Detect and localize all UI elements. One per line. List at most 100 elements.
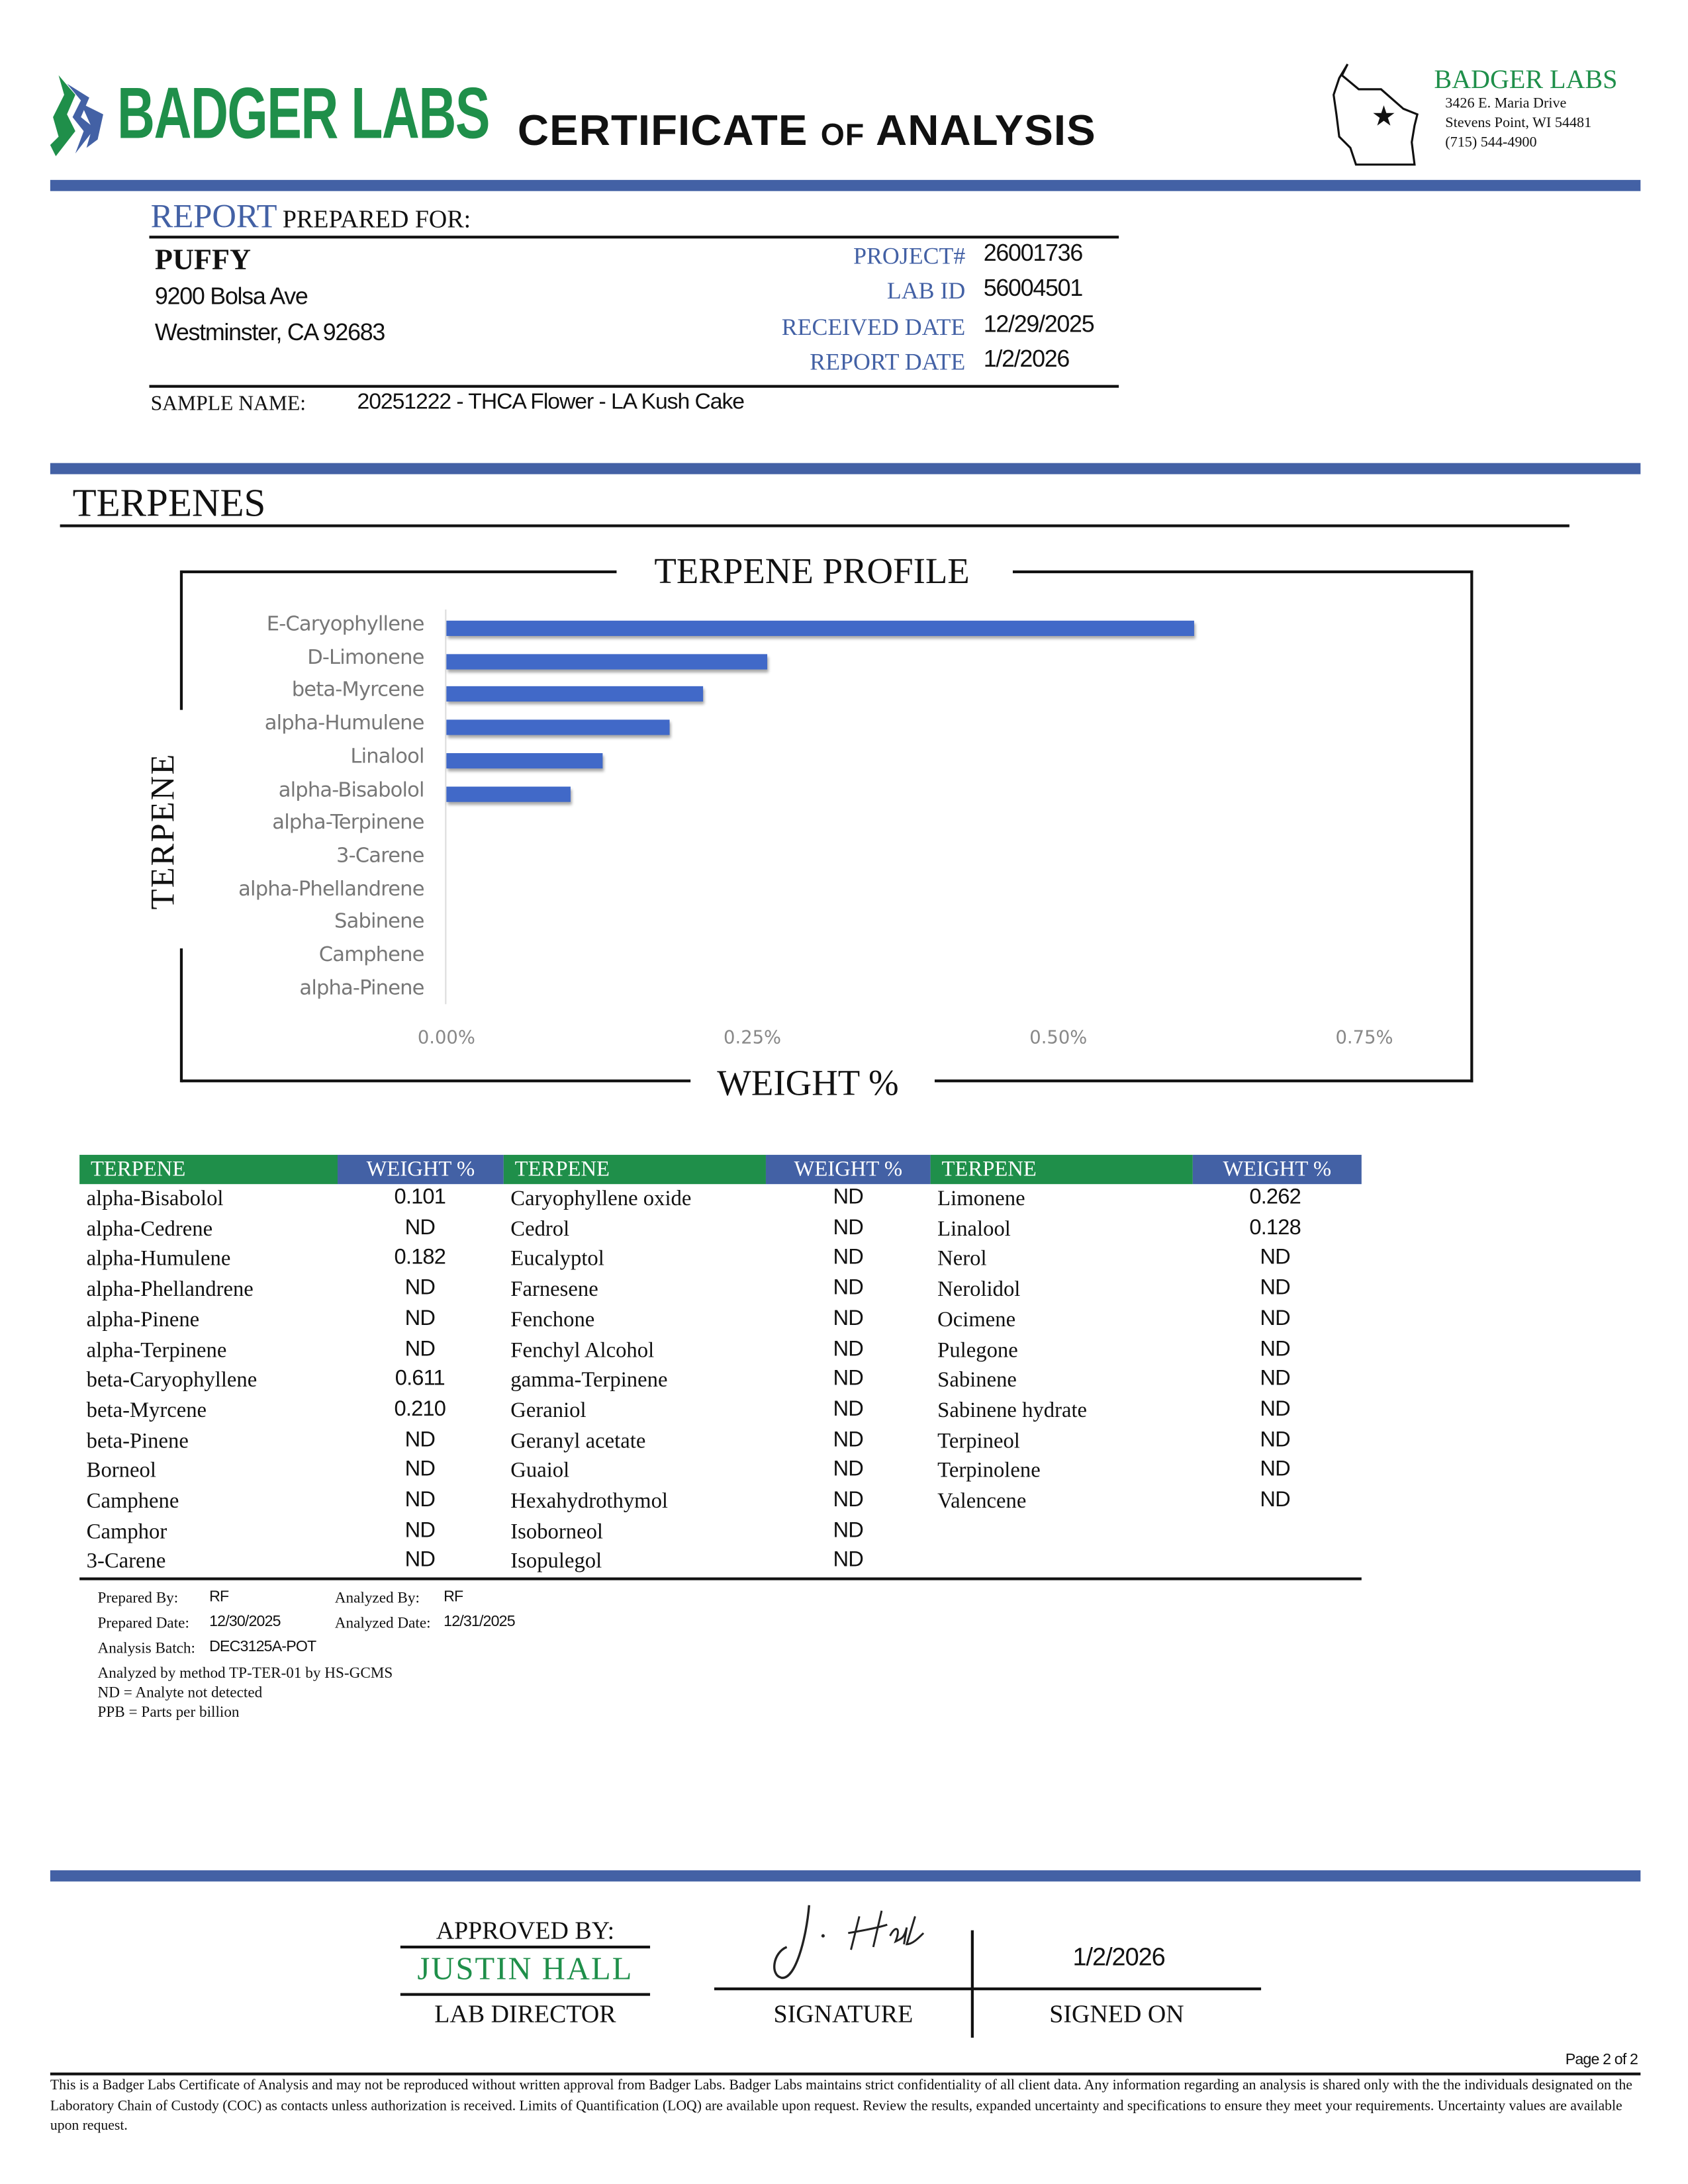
terpene-weight: ND: [833, 1276, 864, 1300]
divider-line: [149, 236, 1119, 239]
terpene-weight: ND: [1260, 1336, 1290, 1361]
lab-id-value: 56004501: [983, 275, 1084, 302]
report-heading: REPORT PREPARED FOR:: [151, 199, 471, 237]
footer-disclaimer: This is a Badger Labs Certificate of Ana…: [50, 2078, 1632, 2134]
header-weight: WEIGHT %: [337, 1154, 504, 1185]
method-note: Analyzed by method TP-TER-01 by HS-GCMS: [97, 1665, 393, 1682]
prepared-by-label: Prepared By:: [97, 1590, 179, 1607]
terpene-name: beta-Caryophyllene: [86, 1368, 258, 1392]
nd-note: ND = Analyte not detected: [97, 1684, 263, 1702]
signed-on-label: SIGNED ON: [1049, 2000, 1184, 2028]
terpene-name: Eucalyptol: [510, 1247, 604, 1271]
table-bottom-line: [79, 1577, 1362, 1580]
terpene-weight: ND: [833, 1336, 864, 1361]
chart-frame: [179, 570, 183, 710]
terpene-weight: ND: [833, 1457, 864, 1482]
terpene-weight: ND: [404, 1215, 436, 1240]
svg-text:★: ★: [1372, 101, 1397, 132]
terpene-weight: ND: [404, 1428, 436, 1451]
section-title: TERPENES: [72, 482, 266, 526]
analyzed-by-label: Analyzed By:: [334, 1590, 420, 1607]
brand-logo-text: BADGER LABS: [117, 73, 490, 155]
y-tick-label: E-Caryophyllene: [266, 614, 425, 636]
x-tick-label: 0.00%: [417, 1028, 475, 1049]
terpene-weight: ND: [404, 1457, 436, 1482]
terpene-name: Pulegone: [937, 1338, 1018, 1362]
terpene-weight: 0.101: [394, 1185, 446, 1210]
terpene-weight: ND: [404, 1306, 436, 1331]
terpene-name: Fenchone: [510, 1308, 595, 1332]
terpene-name: alpha-Pinene: [86, 1308, 200, 1332]
terpene-weight: ND: [404, 1276, 436, 1300]
page-number: Page 2 of 2: [1565, 2051, 1638, 2069]
chart-title: TERPENE PROFILE: [654, 551, 970, 592]
terpene-name: Farnesene: [510, 1277, 598, 1302]
terpene-weight: ND: [1260, 1367, 1290, 1391]
signature-divider: [970, 1930, 974, 2038]
lab-name: BADGER LABS: [1434, 66, 1618, 95]
header-terpene: TERPENE: [503, 1154, 766, 1185]
bar-linalool: [446, 752, 604, 768]
header-weight: WEIGHT %: [765, 1154, 931, 1185]
chart-frame: [1012, 570, 1474, 574]
y-tick-label: alpha-Bisabolol: [278, 778, 425, 801]
prepared-by-value: RF: [209, 1588, 229, 1606]
wisconsin-map-icon: ★: [1333, 64, 1419, 166]
chart-frame: [181, 570, 617, 574]
divider-bar: [50, 1870, 1641, 1882]
report-date-label: REPORT DATE: [810, 348, 966, 375]
analyzed-date-value: 12/31/2025: [444, 1614, 515, 1631]
approver-title: LAB DIRECTOR: [434, 2000, 616, 2028]
lab-address-line1: 3426 E. Maria Drive: [1445, 96, 1567, 112]
title-word: CERTIFICATE: [517, 106, 808, 155]
terpene-name: Linalool: [937, 1217, 1011, 1241]
bar-d-limonene: [446, 653, 767, 669]
terpene-weight: ND: [833, 1367, 864, 1391]
title-word: ANALYSIS: [876, 106, 1096, 155]
terpene-weight: 0.262: [1249, 1185, 1301, 1210]
terpene-name: alpha-Phellandrene: [86, 1277, 254, 1302]
terpene-weight: ND: [1260, 1397, 1290, 1422]
prepared-date-label: Prepared Date:: [97, 1615, 189, 1632]
signature-line: [714, 1987, 1262, 1991]
terpene-name: Nerolidol: [937, 1277, 1021, 1302]
x-tick-label: 0.25%: [724, 1028, 782, 1049]
header-weight: WEIGHT %: [1192, 1154, 1362, 1185]
project-label: PROJECT#: [853, 242, 966, 269]
terpene-name: Borneol: [86, 1459, 156, 1483]
analyzed-by-value: RF: [444, 1588, 463, 1606]
terpene-weight: ND: [404, 1518, 436, 1543]
terpene-name: Terpineol: [937, 1429, 1020, 1453]
terpene-name: Valencene: [937, 1489, 1027, 1514]
y-tick-label: alpha-Terpinene: [272, 811, 424, 835]
y-tick-label: alpha-Phellandrene: [238, 878, 424, 901]
chart-frame: [1470, 570, 1474, 1083]
terpene-name: gamma-Terpinene: [510, 1368, 668, 1392]
title-word: OF: [820, 117, 865, 152]
signed-date: 1/2/2026: [1072, 1942, 1165, 1971]
y-tick-label: Sabinene: [334, 911, 424, 934]
lab-address-line2: Stevens Point, WI 54481: [1445, 115, 1592, 132]
badger-leaf-logo-icon: [50, 75, 103, 157]
terpene-weight: ND: [1260, 1246, 1290, 1270]
y-tick-label: Camphene: [318, 944, 425, 967]
bar-e-caryophyllene: [446, 620, 1195, 636]
y-tick-label: beta-Myrcene: [291, 680, 425, 702]
terpene-name: Geraniol: [510, 1398, 586, 1423]
terpene-name: Nerol: [937, 1247, 987, 1271]
project-value: 26001736: [983, 240, 1084, 267]
terpene-name: Geranyl acetate: [510, 1429, 646, 1453]
chart-frame: [181, 1079, 691, 1083]
terpene-weight: ND: [833, 1518, 864, 1543]
client-name: PUFFY: [154, 242, 251, 277]
divider-line: [400, 1993, 651, 1996]
terpene-name: Isoborneol: [510, 1520, 604, 1544]
terpene-weight: ND: [833, 1428, 864, 1451]
client-address-line2: Westminster, CA 92683: [154, 319, 385, 346]
y-axis-line: [445, 609, 447, 1005]
terpene-weight: ND: [833, 1215, 864, 1240]
report-heading-rest: PREPARED FOR:: [282, 205, 471, 233]
y-tick-label: alpha-Humulene: [264, 713, 425, 735]
terpene-name: Isopulegol: [510, 1550, 602, 1574]
